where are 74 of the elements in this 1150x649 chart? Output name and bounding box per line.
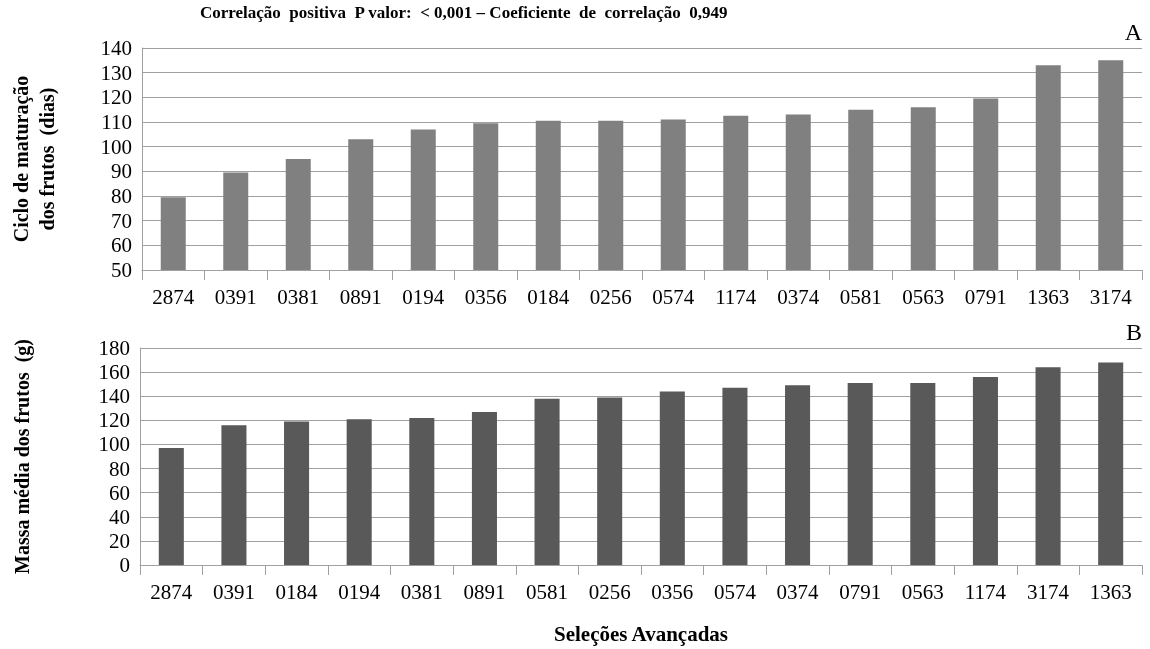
y-tick-label: 40 [109,504,130,529]
x-tick-label: 0194 [338,579,381,604]
y-tick-label: 140 [98,384,130,409]
y-tick-label: 70 [111,208,132,233]
x-tick-label: 0891 [463,579,506,604]
y-axis-title: Massa média dos frutos (g) [11,339,34,574]
x-axis-title: Seleções Avançadas [553,621,729,646]
y-tick-label: 120 [98,408,130,433]
x-tick-label: 0391 [212,579,255,604]
y-tick-label: 80 [111,184,132,208]
y-tick-label: 90 [111,159,132,184]
x-tick-label: 0391 [214,284,257,309]
x-tick-label: 0381 [400,579,443,604]
bar [221,425,247,565]
y-tick-label: 60 [109,480,130,505]
x-tick-label: 0574 [713,579,757,604]
x-tick-label: 3174 [1089,284,1133,309]
bar [1035,367,1061,565]
bar [471,411,497,565]
x-tick-label: 1363 [1089,579,1132,604]
y-tick-label: 80 [109,456,130,481]
bar [847,382,873,565]
x-tick-label: 0574 [652,284,695,309]
y-tick-label: 20 [109,528,130,553]
text: A [1124,19,1143,45]
x-tick-label: 0791 [839,579,882,604]
y-tick-label: 180 [98,336,130,360]
x-tick-label: 0356 [464,284,507,309]
y-tick-label: 0 [119,553,130,577]
x-tick-label: 0374 [776,579,820,604]
y-tick-label: 120 [100,85,132,110]
x-tick-label: 0194 [402,284,445,309]
bar [284,421,310,565]
x-tick-label: 0891 [339,284,382,309]
x-tick-label: 0256 [588,579,631,604]
x-tick-label: 0184 [275,579,319,604]
y-tick-label: 130 [100,60,132,85]
bar [534,398,560,565]
y-tick-label: 110 [101,110,132,134]
x-tick-label: 0581 [526,579,569,604]
x-tick-label: 0356 [651,579,694,604]
x-tick-label: 0563 [901,579,944,604]
x-tick-label: 0581 [839,284,882,309]
x-tick-label: 0563 [902,284,945,309]
x-tick-label: 3174 [1027,579,1070,604]
y-tick-label: 60 [111,233,132,258]
bar [1098,362,1124,565]
y-axis-title: Ciclo de maturação dos frutos (dias) [10,75,59,243]
x-tick-label: 1174 [715,284,757,309]
x-tick-label: 0374 [777,284,820,309]
bar [346,419,372,565]
y-tick-label: 140 [100,36,132,60]
y-tick-label: 100 [98,432,130,457]
x-tick-label: 0256 [589,284,632,309]
y-tick-label: 160 [98,360,130,385]
y-tick-label: 100 [100,134,132,159]
bar [158,448,184,565]
x-tick-label: 0381 [277,284,320,309]
x-tick-label: 0791 [964,284,1007,309]
x-tick-label: 0184 [527,284,570,309]
x-tick-label: 2874 [152,284,195,309]
bar [910,382,936,565]
chart-title: Correlação positiva P valor: < 0,001 – Coeficiente de correlação 0,949 [200,3,728,22]
text: B [1125,319,1143,345]
y-tick-label: 50 [111,258,132,282]
bar [597,397,623,565]
bar [722,387,748,565]
x-tick-label: 2874 [150,579,193,604]
bar [409,417,435,565]
bar [659,391,685,565]
x-tick-label: 1363 [1027,284,1070,309]
x-tick-label: 1174 [964,579,1007,604]
bar [972,376,998,565]
bar [785,385,811,565]
